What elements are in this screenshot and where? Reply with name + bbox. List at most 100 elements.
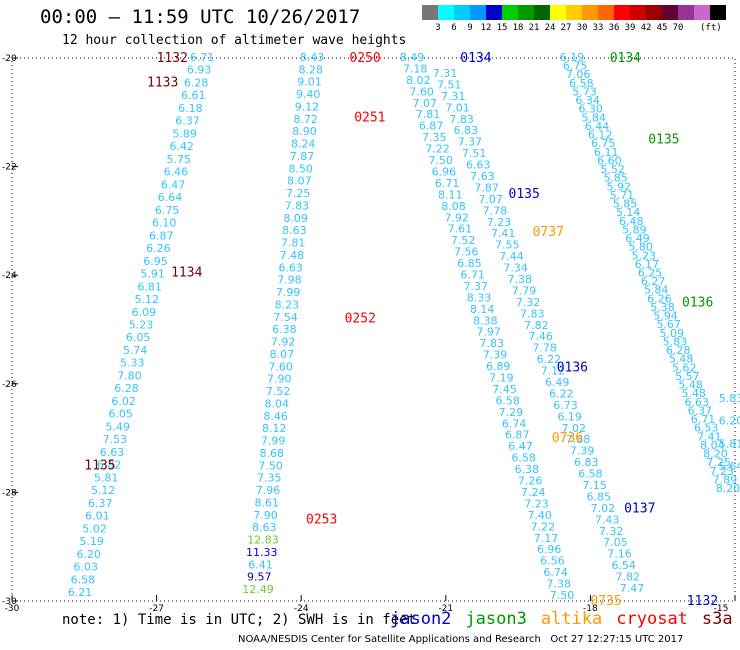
- wave-height-value: 6.11: [594, 146, 619, 159]
- wave-height-value: 6.41: [248, 558, 273, 571]
- pass-label: 1133: [147, 75, 178, 90]
- wave-height-value: 7.22: [531, 520, 556, 533]
- scale-swatch: [470, 5, 486, 20]
- page-title: 00:00 – 11:59 UTC 10/26/2017: [40, 6, 361, 28]
- pass-label: 1132: [687, 594, 718, 609]
- pass-label: 0135: [648, 132, 679, 147]
- wave-height-value: 5.12: [91, 484, 116, 497]
- wave-height-value: 9.57: [247, 571, 272, 584]
- wave-height-value: 6.12: [588, 129, 613, 142]
- wave-height-value: 7.44: [499, 250, 524, 263]
- wave-height-value: 6.30: [578, 103, 603, 116]
- footer-credit: NOAA/NESDIS Center for Satellite Applica…: [238, 634, 683, 645]
- wave-height-value: 6.56: [540, 555, 565, 568]
- wave-height-value: 6.63: [466, 159, 491, 172]
- wave-height-value: 6.26: [647, 292, 672, 305]
- wave-height-value: 5.48: [681, 387, 706, 400]
- wave-height-value: 7.35: [422, 131, 447, 144]
- scale-label: 21: [528, 23, 540, 33]
- wave-height-value: 8.33: [467, 291, 492, 304]
- wave-height-value: 6.96: [432, 166, 457, 179]
- wave-height-value: 7.98: [277, 274, 302, 287]
- pass-label: 1134: [171, 266, 202, 281]
- wave-height-value: 8.24: [291, 138, 316, 151]
- wave-height-value: 6.37: [688, 404, 713, 417]
- wave-height-value: 6.58: [495, 394, 520, 407]
- wave-height-value: 7.88: [566, 433, 591, 446]
- wave-height-value: 7.50: [550, 589, 575, 602]
- y-tick-label: -30: [2, 597, 17, 607]
- wave-height-value: 9.01: [297, 76, 322, 89]
- wave-height-value: 7.61: [448, 223, 473, 236]
- wave-height-value: 6.61: [181, 89, 206, 102]
- wave-height-value: 6.09: [132, 306, 157, 319]
- wave-height-value: 7.90: [267, 373, 292, 386]
- wave-height-value: 8.72: [293, 113, 318, 126]
- wave-height-value: 5.23: [632, 249, 657, 262]
- wave-height-value: 7.12: [541, 365, 566, 378]
- map-frame: [11, 57, 736, 602]
- wave-height-value: 7.38: [508, 273, 533, 286]
- wave-height-value: 5.83: [719, 392, 740, 405]
- wave-height-value: 7.25: [706, 456, 731, 469]
- wave-height-value: 6.95: [143, 255, 168, 268]
- legend-s3a: s3a: [701, 609, 733, 629]
- wave-height-value: 6.21: [68, 586, 93, 599]
- scale-label: 30: [576, 23, 588, 33]
- scale-label: 9: [467, 23, 473, 33]
- wave-height-value: 7.34: [503, 262, 528, 275]
- pass-label: 0737: [533, 225, 564, 240]
- wave-height-value: 6.38: [272, 323, 297, 336]
- wave-height-value: 7.92: [444, 211, 469, 224]
- wave-height-value: 7.16: [607, 548, 632, 561]
- wave-height-value: 9.40: [296, 88, 321, 101]
- wave-height-value: 8.46: [263, 410, 288, 423]
- wave-height-value: 7.87: [290, 150, 315, 163]
- wave-height-value: 5.33: [120, 357, 145, 370]
- y-tick-label: -22: [2, 163, 17, 173]
- pass-label: 0735: [590, 594, 621, 609]
- wave-height-value: 6.22: [537, 353, 562, 366]
- wave-height-value: 7.60: [409, 85, 434, 98]
- wave-height-value: 7.35: [257, 472, 282, 485]
- pass-label: 0134: [610, 51, 641, 66]
- wave-height-value: 7.51: [437, 78, 462, 91]
- scale-swatch: [630, 5, 646, 20]
- scale-swatch: [662, 5, 678, 20]
- wave-height-value: 6.27: [641, 275, 666, 288]
- wave-height-value: 6.53: [694, 422, 719, 435]
- wave-height-value: 6.38: [515, 463, 540, 476]
- wave-height-value: 8.12: [262, 422, 287, 435]
- wave-height-value: 5.85: [613, 198, 638, 211]
- wave-height-value: 6.87: [505, 429, 530, 442]
- wave-height-value: 7.92: [271, 336, 296, 349]
- wave-height-value: 7.41: [491, 227, 516, 240]
- wave-height-value: 7.78: [532, 342, 557, 355]
- wave-height-value: 6.17: [635, 258, 660, 271]
- wave-height-value: 7.32: [516, 296, 541, 309]
- wave-height-value: 5.84: [582, 111, 607, 124]
- wave-height-value: 8.63: [252, 521, 277, 534]
- wave-height-value: 6.83: [574, 456, 599, 469]
- wave-height-value: 5.83: [663, 336, 688, 349]
- scale-label: 18: [512, 23, 524, 33]
- wave-height-value: 6.02: [111, 395, 136, 408]
- wave-height-value: 7.19: [489, 372, 514, 385]
- satellite-legend: jason2 jason3 altika cryosat s3a: [390, 609, 740, 629]
- wave-height-value: 7.55: [495, 239, 520, 252]
- wave-height-value: 7.87: [474, 181, 499, 194]
- wave-height-value: 7.02: [591, 502, 616, 515]
- wave-height-value: 6.34: [575, 94, 600, 107]
- legend-jason2: jason2: [390, 609, 452, 629]
- wave-height-value: 6.81: [137, 280, 162, 293]
- wave-height-value: 5.84: [644, 284, 669, 297]
- wave-height-value: 6.10: [152, 217, 177, 230]
- scale-label: 33: [592, 23, 604, 33]
- wave-height-value: 6.22: [549, 387, 574, 400]
- scale-swatch: [502, 5, 518, 20]
- wave-height-value: 5.75: [167, 153, 192, 166]
- wave-height-value: 6.20: [719, 415, 740, 428]
- wave-height-value: 7.79: [512, 284, 537, 297]
- wave-height-value: 6.03: [74, 561, 99, 574]
- wave-height-value: 8.07: [270, 348, 295, 361]
